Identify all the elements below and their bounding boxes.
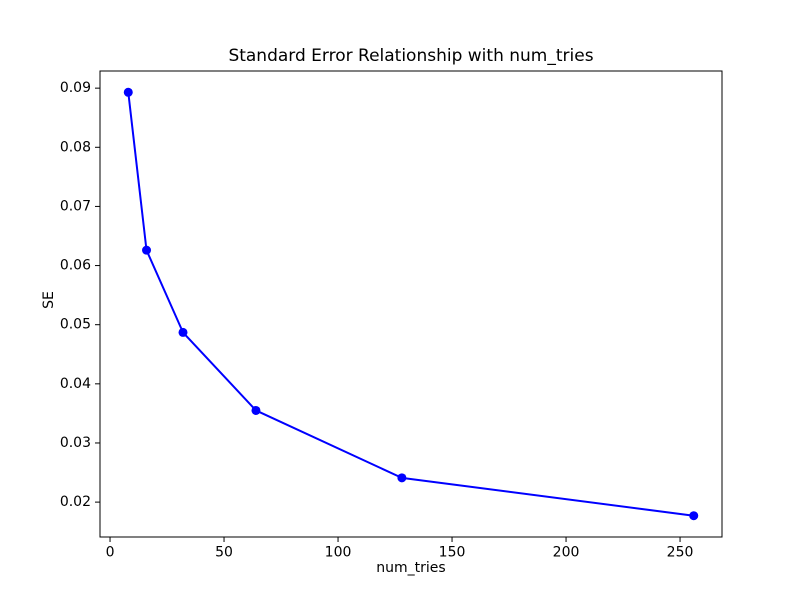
data-point-marker	[178, 327, 188, 337]
x-tick-label: 50	[215, 545, 233, 561]
x-tick-label: 100	[325, 545, 352, 561]
axes-frame	[99, 70, 723, 538]
y-tick-label: 0.02	[60, 494, 91, 510]
y-tick-label: 0.06	[60, 258, 91, 274]
x-tick-label: 200	[553, 545, 580, 561]
y-tick-label: 0.03	[60, 435, 91, 451]
data-line	[127, 92, 694, 517]
y-tick-label: 0.09	[60, 80, 91, 96]
data-point-marker	[689, 511, 699, 521]
y-axis-label: SE	[41, 291, 57, 309]
x-tick-label: 150	[439, 545, 466, 561]
x-tick-label: 250	[667, 545, 694, 561]
x-axis-label: num_tries	[376, 560, 446, 576]
x-tick-label: 0	[106, 545, 115, 561]
data-point-marker	[251, 405, 261, 415]
data-point-marker	[142, 245, 152, 255]
chart-title: Standard Error Relationship with num_tri…	[228, 46, 594, 66]
y-tick-label: 0.08	[60, 139, 91, 155]
y-tick-label: 0.04	[60, 376, 91, 392]
y-tick-label: 0.07	[60, 198, 91, 214]
y-tick-label: 0.05	[60, 317, 91, 333]
data-point-marker	[397, 473, 407, 483]
data-point-marker	[123, 87, 133, 97]
